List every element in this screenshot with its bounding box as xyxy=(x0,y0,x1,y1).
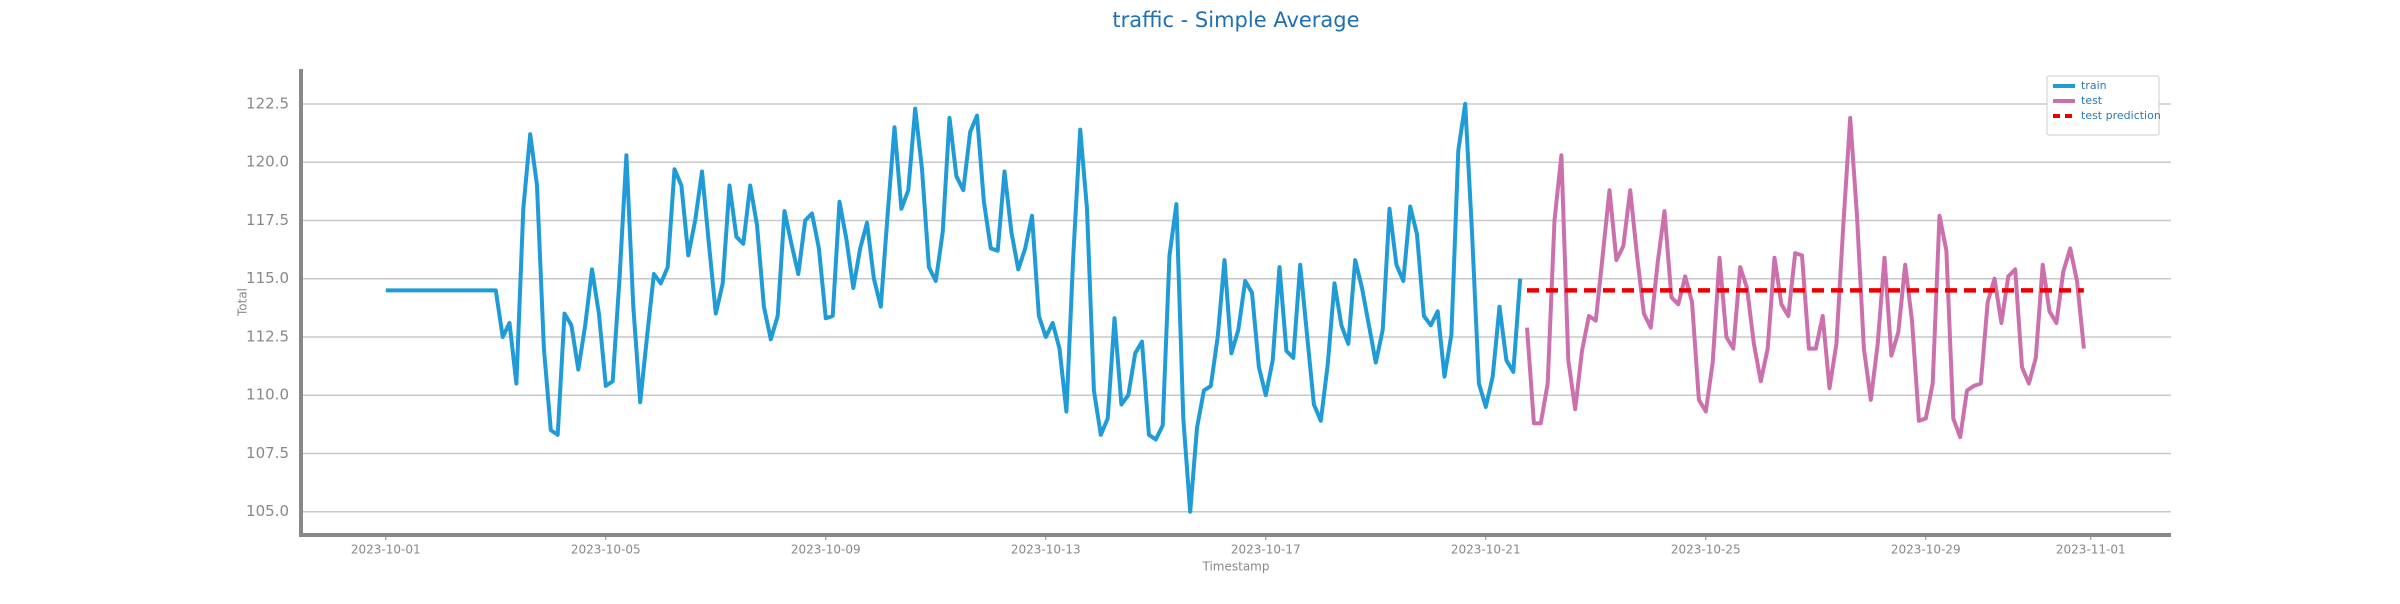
x-tick-label: 2023-11-01 xyxy=(2056,543,2126,557)
series-line xyxy=(1525,115,2086,440)
legend-box xyxy=(2046,75,2160,136)
x-tick-label: 2023-10-09 xyxy=(791,543,861,557)
y-tick-label: 105.0 xyxy=(246,502,289,520)
x-tick-label: 2023-10-17 xyxy=(1231,543,1301,557)
y-tick-label: 122.5 xyxy=(246,94,289,112)
y-tick-label: 117.5 xyxy=(246,211,289,229)
legend-label: test prediction xyxy=(2081,109,2161,122)
y-tick-label: 120.0 xyxy=(246,153,289,171)
x-tick-label: 2023-10-01 xyxy=(351,543,421,557)
series-line xyxy=(385,101,1523,514)
y-tick-label: 115.0 xyxy=(246,269,289,287)
x-tick-label: 2023-10-05 xyxy=(571,543,641,557)
y-tick-label: 107.5 xyxy=(246,444,289,462)
legend-label: train xyxy=(2081,79,2107,92)
x-tick-label: 2023-10-29 xyxy=(1891,543,1961,557)
x-tick-label: 2023-10-25 xyxy=(1671,543,1741,557)
y-tick-label: 112.5 xyxy=(246,327,289,345)
chart-title: traffic - Simple Average xyxy=(1112,8,1359,32)
legend-label: test xyxy=(2081,94,2103,107)
x-axis-label: Timestamp xyxy=(1202,560,1270,574)
y-tick-label: 110.0 xyxy=(246,386,289,404)
x-tick-label: 2023-10-13 xyxy=(1011,543,1081,557)
legend: train test test prediction xyxy=(2046,75,2161,136)
x-tick-label: 2023-10-21 xyxy=(1451,543,1521,557)
y-axis-label: Total xyxy=(236,288,250,317)
